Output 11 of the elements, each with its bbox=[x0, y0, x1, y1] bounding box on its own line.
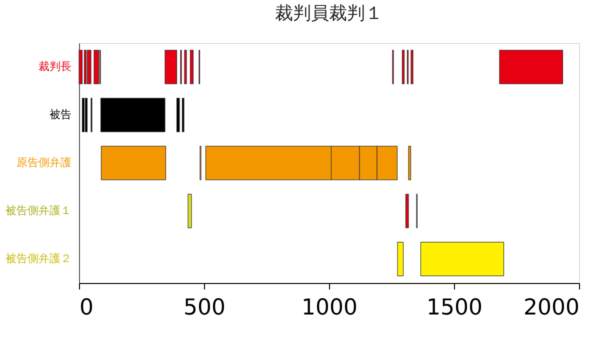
y-tick-label: 被告側弁護１ bbox=[6, 204, 72, 217]
y-tick-label: 被告側弁護２ bbox=[6, 252, 72, 265]
x-tick-label: 0 bbox=[80, 296, 94, 320]
chart-title: 裁判員裁判１ bbox=[275, 3, 383, 24]
y-tick-label: 裁判長 bbox=[38, 60, 72, 73]
x-tick-label: 1500 bbox=[426, 296, 482, 320]
y-tick-label: 原告側弁護 bbox=[16, 156, 72, 169]
y-tick-label: 被告 bbox=[50, 108, 72, 121]
x-tick-label: 2000 bbox=[524, 296, 580, 320]
x-tick-label: 500 bbox=[184, 296, 226, 320]
x-tick-label: 1000 bbox=[302, 296, 358, 320]
